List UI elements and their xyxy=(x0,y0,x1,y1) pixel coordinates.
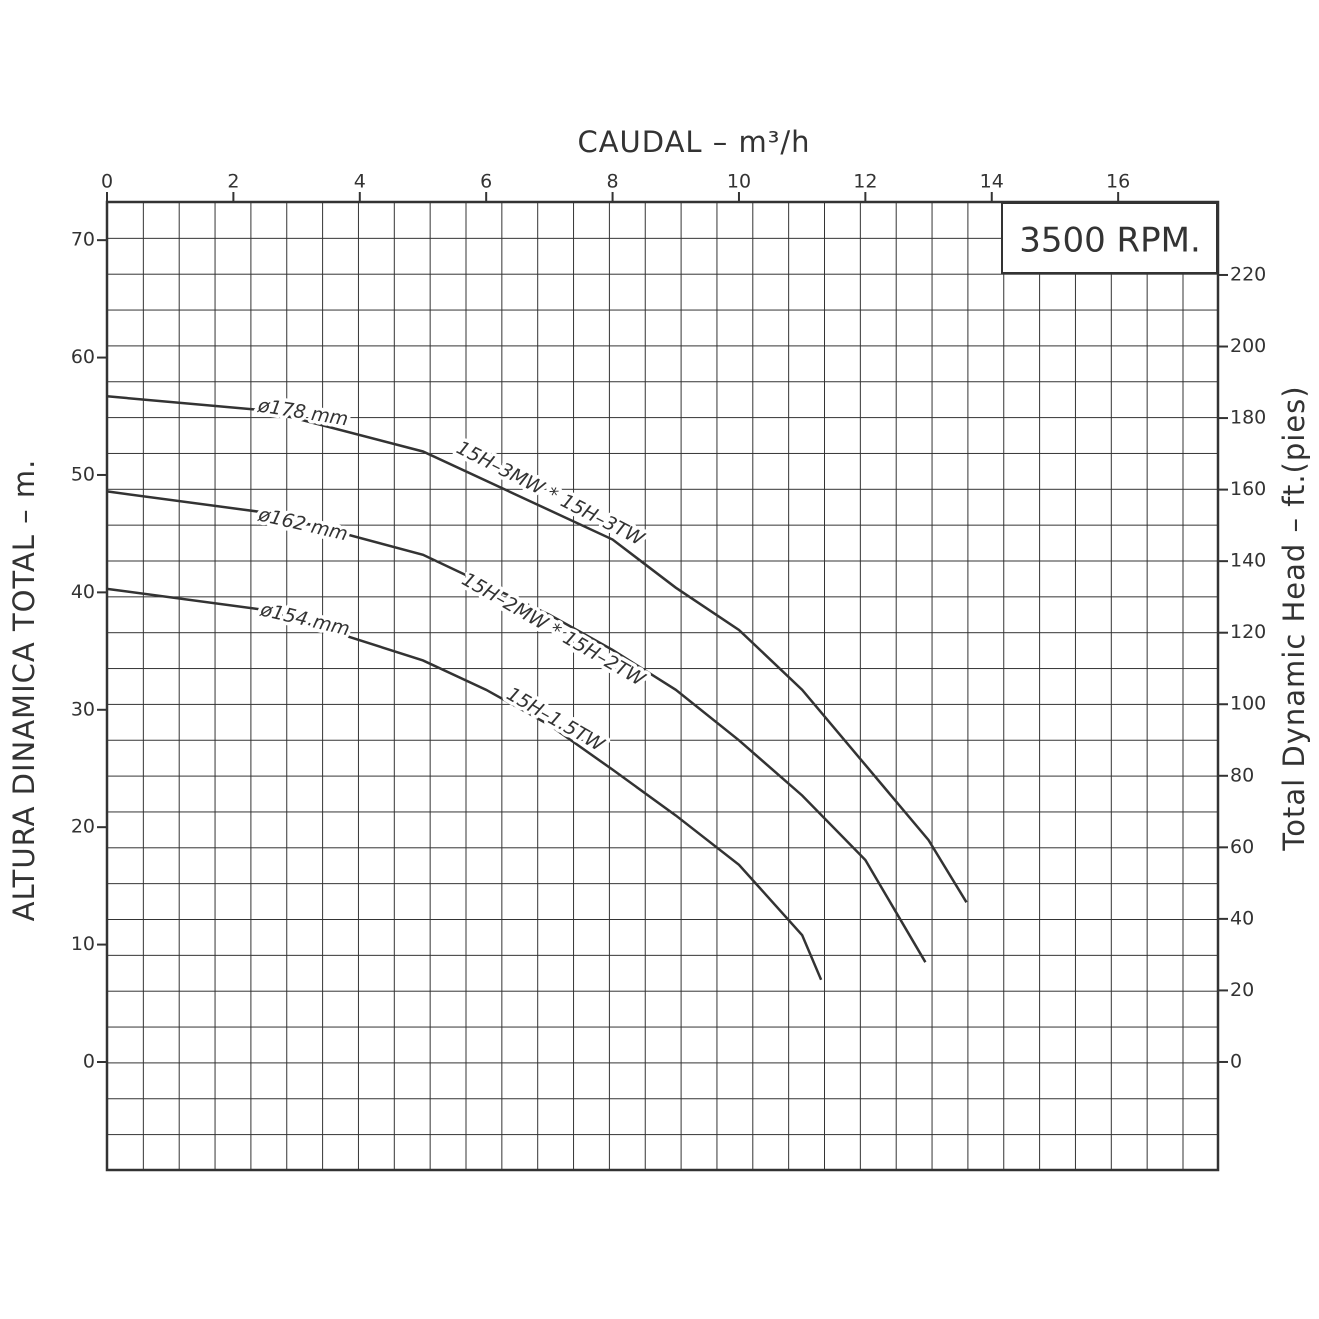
x-tick-label: 10 xyxy=(727,171,751,193)
y2-tick-label: 120 xyxy=(1230,621,1266,643)
x-tick-label: 2 xyxy=(227,171,239,193)
x-tick-label: 6 xyxy=(480,171,492,193)
plot-grid xyxy=(105,200,1220,1172)
x-tick-label: 14 xyxy=(980,171,1004,193)
y2-tick-label: 220 xyxy=(1230,263,1266,285)
x-axis-title: CAUDAL – m³/h xyxy=(577,125,810,159)
x-tick-label: 0 xyxy=(101,171,113,193)
rpm-label: 3500 RPM. xyxy=(1019,221,1201,261)
y2-tick-label: 60 xyxy=(1230,836,1254,858)
x-tick-label: 8 xyxy=(607,171,619,193)
y2-tick-label: 180 xyxy=(1230,407,1266,429)
rpm-box xyxy=(1001,202,1218,274)
y2-tick-label: 160 xyxy=(1230,478,1266,500)
y-tick-label: 70 xyxy=(71,229,95,251)
y2-axis-title: Total Dynamic Head – ft.(pies) xyxy=(1277,385,1311,851)
x-tick-label: 16 xyxy=(1106,171,1130,193)
y-axis-title: ALTURA DINAMICA TOTAL – m. xyxy=(7,459,41,922)
curve xyxy=(106,490,927,963)
x-tick-label: 4 xyxy=(354,171,366,193)
y-tick-label: 30 xyxy=(71,698,95,720)
y-tick-label: 10 xyxy=(71,933,95,955)
y2-tick-label: 20 xyxy=(1230,979,1254,1001)
y-tick-label: 50 xyxy=(71,463,95,485)
curve xyxy=(106,395,968,903)
y-tick-label: 40 xyxy=(71,581,95,603)
x-tick-label: 12 xyxy=(853,171,877,193)
y2-tick-label: 40 xyxy=(1230,907,1254,929)
y2-tick-label: 200 xyxy=(1230,335,1266,357)
y2-tick-label: 80 xyxy=(1230,764,1254,786)
y-tick-label: 0 xyxy=(83,1050,95,1072)
y2-tick-label: 140 xyxy=(1230,550,1266,572)
y2-tick-label: 100 xyxy=(1230,693,1266,715)
y2-tick-label: 0 xyxy=(1230,1050,1242,1072)
y-tick-label: 60 xyxy=(71,346,95,368)
y-tick-label: 20 xyxy=(71,816,95,838)
curve xyxy=(106,587,823,981)
